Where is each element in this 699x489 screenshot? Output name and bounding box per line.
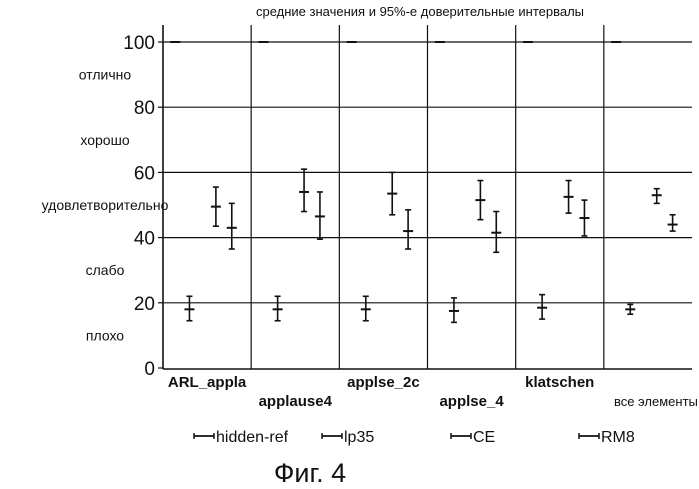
errorbar-CE-3 [475,181,485,220]
legend-item-CE: CE [451,429,495,446]
errorbar-CE-4 [564,181,574,214]
errorbar-RM8-5 [668,215,678,231]
errorbar-RM8-1 [315,192,325,239]
chart-title: средние значения и 95%-е доверительные и… [256,4,584,19]
legend: hidden-ref lp35 CE RM8 [194,429,635,446]
category-label: applause4 [259,393,333,410]
rating-label: удовлетворительно [42,197,169,213]
plot-frame [163,25,692,369]
errorbar-RM8-2 [403,210,413,249]
rating-label: хорошо [80,132,129,148]
y-tick-label: 20 [134,294,155,315]
errorbar-lp35-1 [273,296,283,320]
category-label: klatschen [525,374,594,391]
errorbar-lp35-5 [625,304,635,314]
rating-label: отлично [79,67,132,83]
category-label: applse_4 [439,393,504,410]
errorbar-RM8-4 [579,200,589,236]
legend-item-hidden-ref: hidden-ref [194,429,289,446]
y-tick-label: 80 [134,98,155,119]
errorbar-CE-2 [387,172,397,214]
errorbar-CE-1 [299,169,309,211]
errorbar-lp35-2 [361,296,371,320]
errorbar-CE-5 [652,189,662,204]
figure-caption: Фиг. 4 [274,458,346,488]
errorbar-CE-0 [211,187,221,226]
category-labels: ARL_appla applause4 applse_2c applse_4 klats… [168,374,698,410]
errorbar-lp35-4 [537,295,547,319]
legend-label: lp35 [344,429,374,446]
y-tick-label: 0 [144,359,155,380]
category-label: applse_2c [347,374,420,391]
errorbar-lp35-0 [184,296,194,320]
legend-label: CE [473,429,495,446]
legend-label: hidden-ref [216,429,289,446]
category-label: ARL_appla [168,374,247,391]
y-tick-label: 100 [123,33,155,54]
errorbar-lp35-3 [449,298,459,322]
legend-item-RM8: RM8 [579,429,635,446]
legend-item-lp35: lp35 [322,429,374,446]
errorbar-RM8-3 [491,212,501,253]
rating-label: слабо [86,262,125,278]
errorbar-RM8-0 [227,203,237,249]
legend-label: RM8 [601,429,635,446]
rating-label: плохо [86,327,124,343]
y-tick-label: 60 [134,163,155,184]
category-label: все элементы [614,394,698,409]
y-tick-label: 40 [134,229,155,250]
error-bars [170,42,677,322]
